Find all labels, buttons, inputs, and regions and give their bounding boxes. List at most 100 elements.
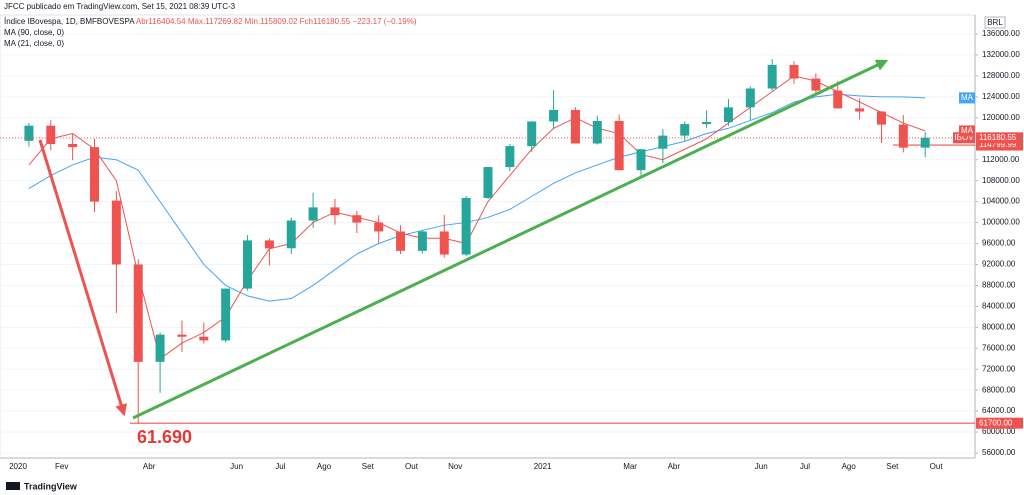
- x-tick-label: Set: [362, 462, 375, 471]
- level-label: 114799.99: [979, 140, 1017, 149]
- x-tick-label: Mar: [623, 462, 637, 471]
- candle-body: [374, 222, 384, 232]
- candle-body: [483, 167, 493, 198]
- y-tick-label: 68000.00: [982, 385, 1016, 394]
- annotation: 61.690: [137, 427, 192, 447]
- candle-body: [352, 215, 362, 223]
- x-tick-label: 2020: [9, 462, 27, 471]
- y-tick-label: 72000.00: [982, 364, 1016, 373]
- x-tick-label: Nov: [448, 462, 462, 471]
- y-tick-label: 108000.00: [982, 176, 1020, 185]
- candle-body: [702, 122, 712, 125]
- currency-box: [984, 16, 1006, 29]
- x-tick-label: Jun: [755, 462, 768, 471]
- symbol: Índice IBovespa, 1D, BMFBOVESPA: [4, 17, 135, 26]
- y-tick-label: 104000.00: [982, 197, 1020, 206]
- plot: [0, 59, 975, 424]
- x-tick-label: Jul: [275, 462, 285, 471]
- candle-body: [90, 147, 100, 202]
- legend-entry: MA (21, close, 0): [4, 39, 64, 48]
- x-tick-label: Out: [930, 462, 944, 471]
- candle-body: [549, 109, 559, 122]
- candle-body: [177, 334, 187, 337]
- x-tick-label: Abr: [668, 462, 681, 471]
- ma-tag: MA: [961, 126, 974, 135]
- candle-body: [789, 64, 799, 79]
- candle-body: [308, 207, 318, 221]
- candle-body: [264, 240, 274, 249]
- candle-body: [636, 149, 646, 171]
- price-axis: 56000.00 60000.00 64000.00 68000.00 72000.00…: [9, 29, 1023, 471]
- y-tick-label: 60000.00: [982, 427, 1016, 436]
- last-price-label: 116180.55: [979, 133, 1017, 142]
- candle-body: [723, 107, 733, 123]
- symbol-tag: IBOV: [954, 133, 974, 142]
- candle-body: [439, 231, 449, 255]
- publisher: JFCC publicado em TradingView.com, Set 1…: [4, 2, 236, 11]
- last-price-box: [976, 132, 1023, 144]
- candle-body: [505, 146, 515, 168]
- y-tick-label: 92000.00: [982, 260, 1016, 269]
- candle-body: [527, 121, 537, 147]
- symbol-tag-box: [953, 132, 975, 144]
- candle-body: [111, 200, 121, 265]
- x-tick-label: Jun: [230, 462, 243, 471]
- x-tick-label: Fev: [55, 462, 68, 471]
- candle-body: [68, 144, 78, 148]
- candle-body: [417, 231, 427, 251]
- ma-line: [28, 93, 926, 302]
- candle-body: [396, 231, 406, 251]
- x-tick-label: Ago: [317, 462, 332, 471]
- x-tick-label: Abr: [143, 462, 156, 471]
- y-tick-label: 132000.00: [982, 50, 1020, 59]
- currency: BRL: [987, 18, 1003, 27]
- plot-area: [0, 14, 976, 459]
- candle-body: [221, 288, 231, 341]
- drawn-arrow: [38, 139, 127, 417]
- y-tick-label: 100000.00: [982, 218, 1020, 227]
- ma-line: [28, 75, 926, 360]
- y-tick-label: 112000.00: [982, 155, 1020, 164]
- candle-body: [330, 207, 340, 216]
- ohlc-open: Abr116404.54: [136, 17, 186, 26]
- candle-body: [811, 78, 821, 91]
- candle-body: [767, 64, 777, 89]
- candle-body: [199, 336, 209, 341]
- y-tick-label: 84000.00: [982, 301, 1016, 310]
- candle-body: [898, 124, 908, 148]
- candle-body: [46, 125, 56, 145]
- candle-body: [876, 111, 886, 125]
- candle-body: [680, 124, 690, 136]
- candle-body: [833, 90, 843, 109]
- ohlc-close: Fch116180.55: [300, 17, 351, 26]
- ohlc-change: −223.17 (−0.19%): [352, 17, 416, 26]
- candle-body: [614, 120, 624, 171]
- x-tick-label: Set: [886, 462, 899, 471]
- ohlc-low: Mín.115809.02: [245, 17, 298, 26]
- brand-text: TradingView: [24, 481, 78, 491]
- x-tick-label: Out: [405, 462, 419, 471]
- y-tick-label: 76000.00: [982, 343, 1016, 352]
- level-label-box: [976, 417, 1023, 429]
- legend-entry: MA (90, close, 0): [4, 28, 64, 37]
- ma-tag: MA: [961, 93, 974, 102]
- trend-line: [132, 59, 889, 420]
- ma-tag-box: [959, 125, 975, 137]
- brand: TradingView: [6, 481, 78, 491]
- y-tick-label: 96000.00: [982, 239, 1016, 248]
- y-tick-label: 88000.00: [982, 281, 1016, 290]
- x-tick-label: Ago: [842, 462, 857, 471]
- y-tick-label: 80000.00: [982, 322, 1016, 331]
- brand-logo: [6, 482, 20, 490]
- candle-body: [920, 137, 930, 148]
- candle-body: [745, 88, 755, 108]
- level-label-box: [976, 139, 1023, 151]
- y-tick-label: 136000.00: [982, 29, 1020, 38]
- ma-tag-box: [959, 92, 975, 104]
- level-label: 61700.00: [979, 418, 1013, 427]
- legend-line: Índice IBovespa, 1D, BMFBOVESPA Abr11640…: [4, 17, 417, 26]
- candle-body: [461, 197, 471, 255]
- y-tick-label: 120000.00: [982, 113, 1020, 122]
